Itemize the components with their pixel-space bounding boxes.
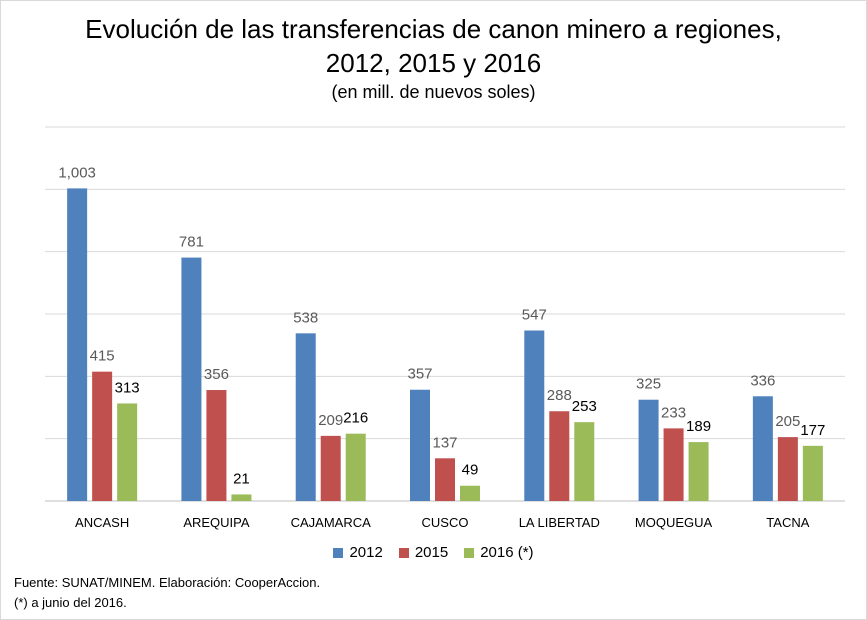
category-label: TACNA	[766, 515, 809, 530]
bar-2012-cusco	[410, 389, 430, 501]
chart-subtitle: (en mill. de nuevos soles)	[331, 82, 536, 102]
data-label: 21	[233, 470, 250, 487]
footer-note: (*) a junio del 2016.	[14, 595, 127, 610]
legend-swatch-2015	[398, 547, 409, 558]
data-label: 356	[204, 366, 229, 383]
category-label: CAJAMARCA	[291, 515, 372, 530]
category-label: ANCASH	[75, 515, 129, 530]
legend-item-2015: 2015	[398, 544, 449, 561]
legend-label-2015: 2015	[414, 544, 449, 561]
category-label: MOQUEGUA	[635, 515, 713, 530]
bar-2012-la-libertad	[524, 330, 545, 501]
bar-2012-arequipa	[181, 257, 202, 501]
data-label: 547	[522, 307, 547, 324]
data-label: 177	[800, 422, 825, 439]
bar-2016-cajamarca	[345, 433, 366, 501]
bar-2016-cusco	[460, 485, 480, 501]
data-label: 189	[686, 418, 711, 435]
data-label: 288	[547, 387, 572, 404]
category-label: AREQUIPA	[183, 515, 250, 530]
data-label: 233	[661, 404, 686, 421]
legend-label-2016: 2016 (*)	[480, 544, 534, 561]
bar-2012-tacna	[752, 396, 773, 501]
bar-2015-arequipa	[206, 390, 227, 501]
bar-2012-cajamarca	[295, 333, 316, 501]
chart-title-line-1: Evolución de las transferencias de canon…	[85, 14, 782, 44]
category-label: LA LIBERTAD	[519, 515, 600, 530]
data-label: 205	[775, 413, 800, 430]
bar-2016-la-libertad	[574, 422, 595, 501]
legend-item-2012: 2012	[333, 544, 383, 561]
bar-2016-tacna	[802, 445, 823, 501]
bar-2015-cusco	[435, 458, 455, 501]
bar-2012-moquegua	[638, 399, 659, 501]
data-label: 336	[750, 372, 775, 389]
chart-title-line-2: 2012, 2015 y 2016	[325, 48, 542, 78]
bar-2015-cajamarca	[320, 435, 341, 501]
data-label: 49	[462, 462, 479, 479]
bar-2016-arequipa	[231, 494, 252, 501]
chart-legend: 2012 2015 2016 (*)	[0, 544, 867, 561]
bar-2015-la-libertad	[549, 411, 570, 501]
legend-label-2012: 2012	[349, 544, 383, 561]
legend-item-2016: 2016 (*)	[464, 544, 534, 561]
category-label: CUSCO	[422, 515, 469, 530]
data-label: 1,003	[58, 164, 96, 181]
data-label: 781	[179, 234, 204, 251]
bar-2016-moquegua	[688, 442, 709, 501]
chart-title: Evolución de las transferencias de canon…	[0, 12, 867, 80]
data-label: 325	[636, 376, 661, 393]
data-label: 415	[90, 348, 115, 365]
bar-2016-ancash	[117, 403, 138, 501]
data-label: 209	[318, 412, 343, 429]
bar-2012-ancash	[67, 188, 88, 502]
footer-source: Fuente: SUNAT/MINEM. Elaboración: Cooper…	[14, 575, 321, 590]
data-label: 357	[407, 366, 432, 383]
bar-2015-moquegua	[663, 428, 684, 501]
data-label: 253	[572, 398, 597, 415]
legend-swatch-2016	[464, 547, 475, 558]
data-label: 137	[432, 434, 457, 451]
bar-2015-ancash	[92, 371, 113, 501]
data-label: 216	[343, 410, 368, 427]
data-label: 538	[293, 309, 318, 326]
data-label: 313	[115, 379, 140, 396]
legend-swatch-2012	[333, 547, 344, 558]
bar-2015-tacna	[777, 437, 798, 501]
